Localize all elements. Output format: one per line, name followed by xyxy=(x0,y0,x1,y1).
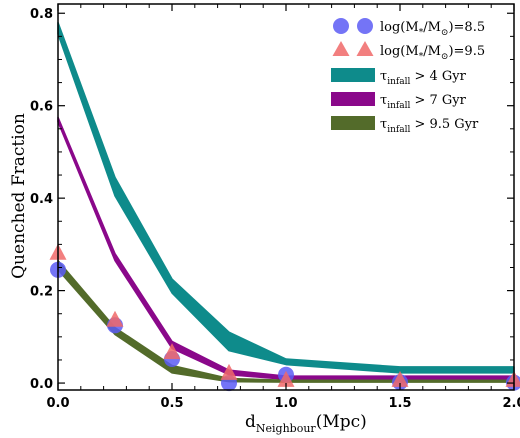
legend-text-main: /M xyxy=(423,20,441,35)
legend-patch xyxy=(331,68,375,82)
legend-text-main: > 9.5 Gyr xyxy=(410,117,479,132)
legend-marker-triangle xyxy=(332,41,350,56)
y-axis-label: Quenched Fraction xyxy=(9,113,29,279)
legend-text-sub: * xyxy=(419,28,424,38)
y-tick-label: 0.0 xyxy=(30,377,53,392)
legend-marker-circle xyxy=(333,18,349,34)
legend-text-sub: infall xyxy=(387,125,410,135)
x-tick-label: 1.0 xyxy=(274,396,297,411)
legend-text-main: /M xyxy=(423,44,441,59)
legend-text-main: > 7 Gyr xyxy=(410,93,466,108)
x-tick-label: 1.5 xyxy=(388,396,411,411)
legend-label: τinfall > 9.5 Gyr xyxy=(380,117,479,135)
ticks-layer xyxy=(57,4,515,390)
point-mass95 xyxy=(220,363,238,380)
x-tick-labels: 0.0 0.5 1.0 1.5 2.0 xyxy=(46,396,520,411)
y-tick-label: 0.4 xyxy=(30,192,53,207)
point-mass95 xyxy=(391,370,409,387)
y-tick-label: 0.8 xyxy=(30,7,53,22)
legend-label: log(M*/M⊙)=8.5 xyxy=(380,20,485,38)
legend-text-sub: ⊙ xyxy=(441,52,449,62)
legend-patch xyxy=(331,116,375,130)
legend-text-sub: * xyxy=(419,52,424,62)
y-tick-label: 0.6 xyxy=(30,100,53,115)
x-tick-label: 0.0 xyxy=(46,396,69,411)
legend-text-sub: infall xyxy=(387,77,410,87)
legend-text-main: )=9.5 xyxy=(448,44,485,59)
y-tick-labels: 0.0 0.2 0.4 0.6 0.8 xyxy=(30,7,53,392)
x-tick-label: 0.5 xyxy=(160,396,183,411)
legend-text-main: τ xyxy=(380,93,387,108)
legend-patch xyxy=(331,92,375,106)
legend-marker-triangle xyxy=(356,41,374,56)
legend-text-main: )=8.5 xyxy=(448,20,485,35)
legend-text-main: log(M xyxy=(380,44,419,59)
legend-text-sub: infall xyxy=(387,101,410,111)
x-axis-label: dNeighbour(Mpc) xyxy=(245,412,367,435)
legend-text-main: τ xyxy=(380,69,387,84)
point-mass95 xyxy=(163,343,181,360)
legend-label: τinfall > 7 Gyr xyxy=(380,93,467,111)
legend-text-main: τ xyxy=(380,117,387,132)
point-mass95 xyxy=(277,370,295,387)
legend-text-main: log(M xyxy=(380,20,419,35)
legend-marker-circle xyxy=(357,18,373,34)
legend-label: log(M*/M⊙)=9.5 xyxy=(380,44,485,62)
legend-text-main: > 4 Gyr xyxy=(410,69,466,84)
legend-label: τinfall > 4 Gyr xyxy=(380,69,467,87)
x-tick-label: 2.0 xyxy=(502,396,520,411)
point-mass95 xyxy=(106,310,124,327)
legend-text-sub: ⊙ xyxy=(441,28,449,38)
y-tick-label: 0.2 xyxy=(30,285,53,300)
